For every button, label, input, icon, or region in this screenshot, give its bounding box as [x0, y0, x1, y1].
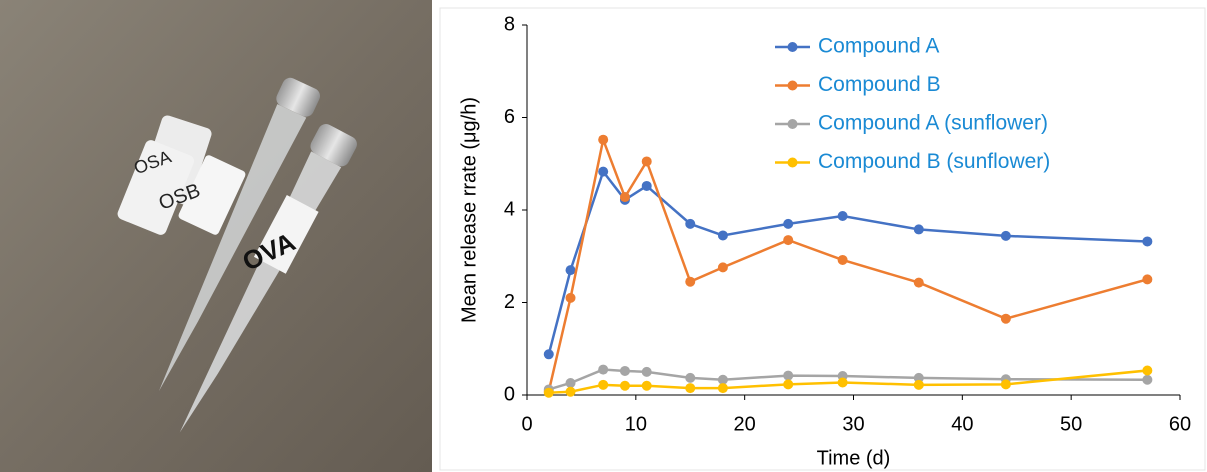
data-point	[598, 379, 609, 390]
data-point	[1142, 374, 1153, 385]
data-point	[598, 166, 609, 177]
data-point	[1000, 313, 1011, 324]
legend-label: Compound B	[818, 73, 941, 96]
data-point	[641, 366, 652, 377]
x-tick-label: 60	[1169, 413, 1191, 435]
x-tick-label: 30	[842, 413, 864, 435]
data-point	[1000, 230, 1011, 241]
data-point	[565, 386, 576, 397]
legend-label: Compound A	[818, 35, 939, 58]
data-point	[685, 372, 696, 383]
x-axis-label: Time (d)	[817, 447, 891, 469]
series-line	[548, 369, 1148, 394]
x-tick-label: 0	[521, 413, 532, 435]
legend-label: Compound B (sunflower)	[818, 150, 1050, 173]
series-line	[547, 135, 1148, 392]
data-point	[685, 276, 696, 287]
legend-marker	[787, 157, 798, 168]
data-point	[641, 156, 652, 167]
y-tick-label: 0	[504, 383, 515, 405]
data-point	[717, 374, 728, 385]
data-point	[837, 377, 848, 388]
data-point	[783, 218, 794, 229]
data-point	[565, 292, 576, 303]
legend-marker	[787, 80, 798, 91]
vial	[117, 140, 195, 235]
data-point	[913, 379, 924, 390]
data-point	[913, 277, 924, 288]
data-point	[837, 254, 848, 265]
data-point	[913, 372, 924, 383]
data-point	[619, 380, 630, 391]
tube	[158, 77, 320, 391]
y-tick-label: 8	[504, 13, 515, 35]
y-axis-label: Mean release rrate (μg/h)	[458, 97, 480, 323]
data-point	[543, 387, 554, 398]
data-point	[1142, 274, 1153, 285]
photo-background	[0, 0, 432, 472]
series-line	[548, 368, 1148, 391]
data-point	[598, 134, 609, 145]
data-point	[717, 230, 728, 241]
x-tick-label: 20	[734, 413, 756, 435]
data-point	[565, 377, 576, 388]
data-point	[837, 211, 848, 222]
x-tick-label: 10	[625, 413, 647, 435]
data-point	[619, 192, 630, 203]
y-tick-label: 2	[504, 291, 515, 313]
data-point	[619, 365, 630, 376]
photo: OSA OSB OVA	[0, 0, 432, 472]
x-tick-label: 40	[951, 413, 973, 435]
legend-label: Compound A (sunflower)	[818, 112, 1048, 135]
data-point	[641, 380, 652, 391]
data-point	[598, 364, 609, 375]
data-point	[1000, 379, 1011, 390]
data-point	[783, 379, 794, 390]
data-point	[685, 218, 696, 229]
tube	[179, 124, 357, 433]
data-point	[783, 370, 794, 381]
legend-marker	[787, 119, 798, 129]
data-point	[641, 180, 652, 191]
data-point	[565, 265, 576, 276]
series-line	[547, 168, 1148, 355]
data-point	[913, 224, 924, 235]
data-point	[717, 262, 728, 273]
data-point	[717, 383, 728, 394]
legend-marker	[787, 42, 798, 52]
chart: 0 2 4 6 8 0 10 20 30 40 50 60 Time (d) Mean release r…	[458, 13, 1191, 469]
x-tick-label: 50	[1060, 413, 1082, 435]
data-point	[543, 349, 554, 360]
data-point	[1142, 365, 1153, 376]
data-point	[1142, 236, 1153, 247]
y-tick-label: 4	[504, 198, 515, 220]
data-point	[783, 235, 794, 246]
label-band	[178, 155, 246, 235]
data-point	[685, 383, 696, 394]
y-tick-label: 6	[504, 106, 515, 128]
